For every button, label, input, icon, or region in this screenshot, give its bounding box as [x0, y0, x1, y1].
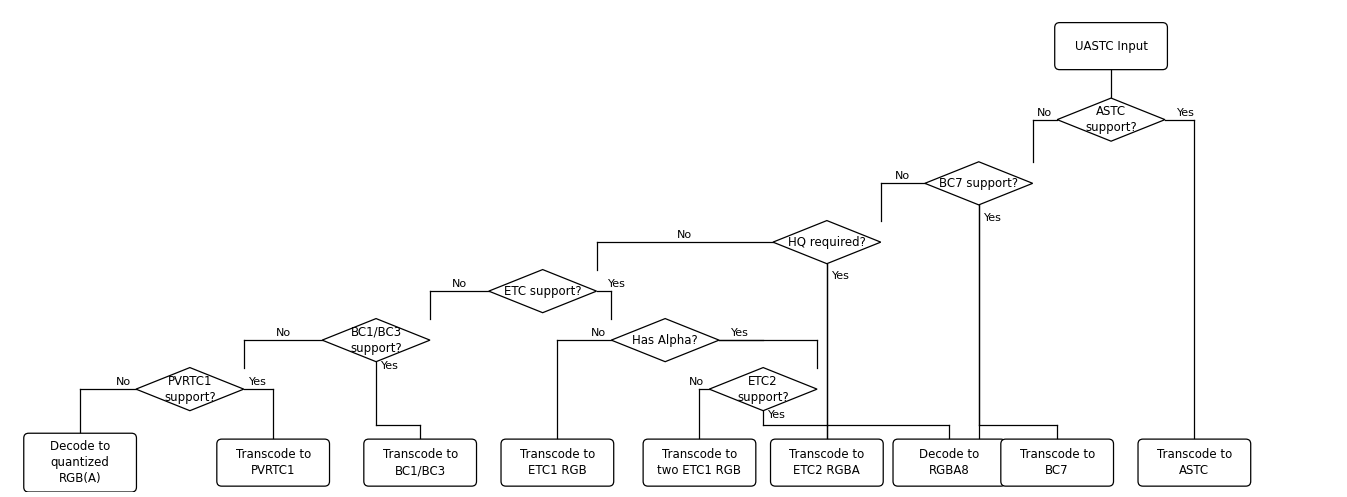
Text: No: No: [678, 230, 692, 240]
Text: Yes: Yes: [249, 377, 267, 387]
Text: BC7 support?: BC7 support?: [939, 177, 1018, 190]
Text: No: No: [116, 377, 131, 387]
Text: UASTC Input: UASTC Input: [1075, 40, 1148, 53]
FancyBboxPatch shape: [217, 439, 330, 486]
Polygon shape: [925, 162, 1033, 205]
Text: HQ required?: HQ required?: [788, 236, 866, 248]
FancyBboxPatch shape: [893, 439, 1006, 486]
Text: Yes: Yes: [768, 411, 785, 420]
Polygon shape: [1057, 98, 1165, 141]
Text: No: No: [690, 377, 704, 387]
Text: ETC2
support?: ETC2 support?: [737, 375, 789, 404]
Text: No: No: [451, 279, 467, 289]
Text: Transcode to
two ETC1 RGB: Transcode to two ETC1 RGB: [657, 448, 741, 477]
Text: Yes: Yes: [983, 213, 1002, 223]
Polygon shape: [322, 319, 430, 362]
Polygon shape: [612, 319, 719, 362]
Text: ETC support?: ETC support?: [504, 285, 582, 298]
FancyBboxPatch shape: [501, 439, 614, 486]
Text: Transcode to
BC1/BC3: Transcode to BC1/BC3: [383, 448, 458, 477]
Text: No: No: [896, 171, 911, 181]
Text: Transcode to
ETC1 RGB: Transcode to ETC1 RGB: [520, 448, 595, 477]
Text: Transcode to
BC7: Transcode to BC7: [1020, 448, 1095, 477]
FancyBboxPatch shape: [1001, 439, 1114, 486]
Text: Yes: Yes: [1177, 108, 1195, 118]
Polygon shape: [489, 269, 597, 313]
Text: PVRTC1
support?: PVRTC1 support?: [164, 375, 216, 404]
Text: ASTC
support?: ASTC support?: [1086, 105, 1137, 134]
Text: No: No: [591, 328, 606, 338]
Text: No: No: [1037, 108, 1052, 118]
Text: BC1/BC3
support?: BC1/BC3 support?: [350, 326, 401, 355]
Text: Yes: Yes: [609, 279, 626, 289]
Polygon shape: [773, 221, 881, 264]
Text: Yes: Yes: [831, 271, 850, 281]
FancyBboxPatch shape: [1055, 22, 1168, 70]
Text: Transcode to
ASTC: Transcode to ASTC: [1157, 448, 1233, 477]
Text: Decode to
RGBA8: Decode to RGBA8: [919, 448, 979, 477]
Text: Yes: Yes: [381, 361, 399, 371]
FancyBboxPatch shape: [24, 433, 136, 492]
Text: Yes: Yes: [731, 328, 749, 338]
FancyBboxPatch shape: [364, 439, 477, 486]
Text: Transcode to
ETC2 RGBA: Transcode to ETC2 RGBA: [789, 448, 865, 477]
Text: No: No: [275, 328, 291, 338]
Text: Decode to
quantized
RGB(A): Decode to quantized RGB(A): [50, 440, 110, 485]
FancyBboxPatch shape: [770, 439, 884, 486]
Polygon shape: [136, 368, 244, 411]
Text: Transcode to
PVRTC1: Transcode to PVRTC1: [236, 448, 311, 477]
Text: Has Alpha?: Has Alpha?: [632, 333, 698, 346]
Polygon shape: [710, 368, 818, 411]
FancyBboxPatch shape: [1138, 439, 1251, 486]
FancyBboxPatch shape: [643, 439, 756, 486]
